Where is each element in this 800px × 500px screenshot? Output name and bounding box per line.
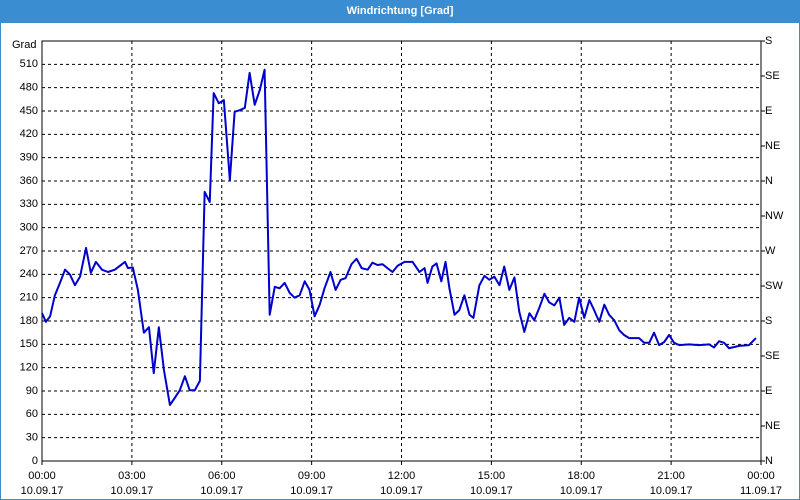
y-tick-label: 300 <box>20 222 38 234</box>
y2-tick-label: N <box>765 175 773 187</box>
x-tick-date: 10.09.17 <box>560 485 603 497</box>
y2-tick-label: SW <box>765 280 783 292</box>
y-tick-label: 390 <box>20 152 38 164</box>
y-tick-label: 210 <box>20 292 38 304</box>
y-tick-label: 90 <box>26 385 38 397</box>
x-tick-label: 12:00 <box>388 470 416 482</box>
y-tick-label: 60 <box>26 408 38 420</box>
title-bar <box>0 0 800 22</box>
y-tick-label: 270 <box>20 245 38 257</box>
x-tick-label: 00:00 <box>28 470 56 482</box>
y-tick-label: 420 <box>20 128 38 140</box>
x-tick-label: 09:00 <box>298 470 326 482</box>
x-tick-label: 03:00 <box>118 470 146 482</box>
y-tick-label: 240 <box>20 268 38 280</box>
x-tick-label: 06:00 <box>208 470 236 482</box>
window-border <box>0 22 800 500</box>
y-tick-label: 510 <box>20 58 38 70</box>
x-tick-date: 10.09.17 <box>650 485 693 497</box>
x-tick-label: 00:00 <box>747 470 775 482</box>
y2-tick-label: E <box>765 385 772 397</box>
y-tick-label: 30 <box>26 432 38 444</box>
data-line <box>41 68 757 406</box>
x-tick-date: 10.09.17 <box>380 485 423 497</box>
y2-tick-label: S <box>765 35 772 47</box>
x-tick-date: 10.09.17 <box>470 485 513 497</box>
y-tick-label: 120 <box>20 362 38 374</box>
y2-tick-label: SE <box>765 350 780 362</box>
chart-title: Windrichtung [Grad] <box>347 5 454 17</box>
y2-tick-label: NE <box>765 420 780 432</box>
y2-tick-label: SE <box>765 70 780 82</box>
y-tick-label: 150 <box>20 338 38 350</box>
y-tick-label: 360 <box>20 175 38 187</box>
x-tick-date: 11.09.17 <box>740 485 782 497</box>
y-tick-label: 480 <box>20 82 38 94</box>
y2-tick-label: NE <box>765 140 780 152</box>
x-tick-label: 21:00 <box>657 470 685 482</box>
y-axis-label: Grad <box>12 39 36 51</box>
y-tick-label: 180 <box>20 315 38 327</box>
x-tick-label: 18:00 <box>567 470 595 482</box>
x-tick-date: 10.09.17 <box>290 485 333 497</box>
y2-tick-label: S <box>765 315 772 327</box>
y2-tick-label: NW <box>765 210 784 222</box>
y-tick-label: 450 <box>20 105 38 117</box>
y-tick-label: 0 <box>32 455 38 467</box>
x-tick-label: 15:00 <box>478 470 506 482</box>
x-tick-date: 10.09.17 <box>200 485 243 497</box>
y-tick-label: 330 <box>20 198 38 210</box>
y2-tick-label: N <box>765 455 773 467</box>
y2-tick-label: W <box>765 245 776 257</box>
y2-tick-label: E <box>765 105 772 117</box>
x-tick-date: 10.09.17 <box>110 485 153 497</box>
x-tick-date: 10.09.17 <box>21 485 64 497</box>
